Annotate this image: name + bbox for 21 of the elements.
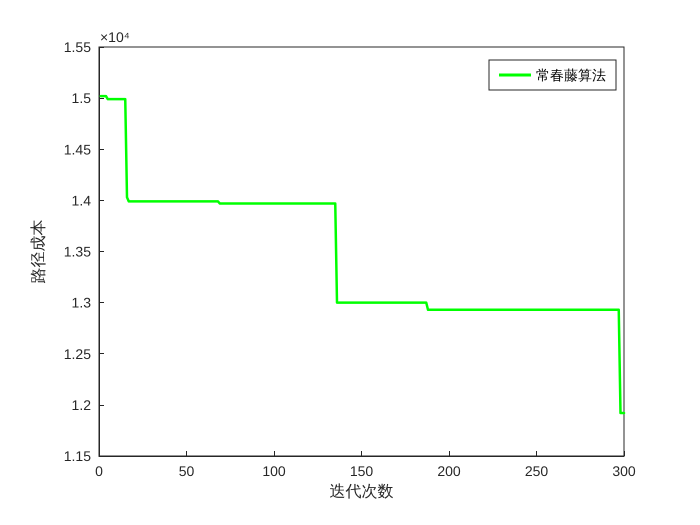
x-tick-label: 300 [612,463,636,479]
line-series [100,94,626,414]
x-tick-label: 50 [178,463,194,479]
x-tick-label: 250 [524,463,548,479]
y-tick-label: 1.5 [72,90,92,106]
y-tick-label: 1.55 [64,39,92,55]
y-tick-label: 1.35 [64,244,92,260]
x-tick-label: 150 [350,463,374,479]
x-tick-label: 200 [437,463,461,479]
x-tick-label: 0 [95,463,104,479]
x-tick-label: 100 [262,463,286,479]
legend-label: 常春藤算法 [536,67,606,83]
y-tick-label: 1.45 [64,141,92,158]
x-axis-title: 迭代次数 [330,482,394,500]
y-axis-title: 路径成本 [30,220,48,284]
y-tick-label: 1.2 [72,396,92,413]
y-tick-label: 1.25 [64,346,92,362]
y-tick-label: 1.15 [64,448,92,464]
y-tick-label: 1.4 [72,192,92,208]
y-tick-label: 1.3 [72,294,92,311]
text: ×10⁴ [100,29,130,45]
